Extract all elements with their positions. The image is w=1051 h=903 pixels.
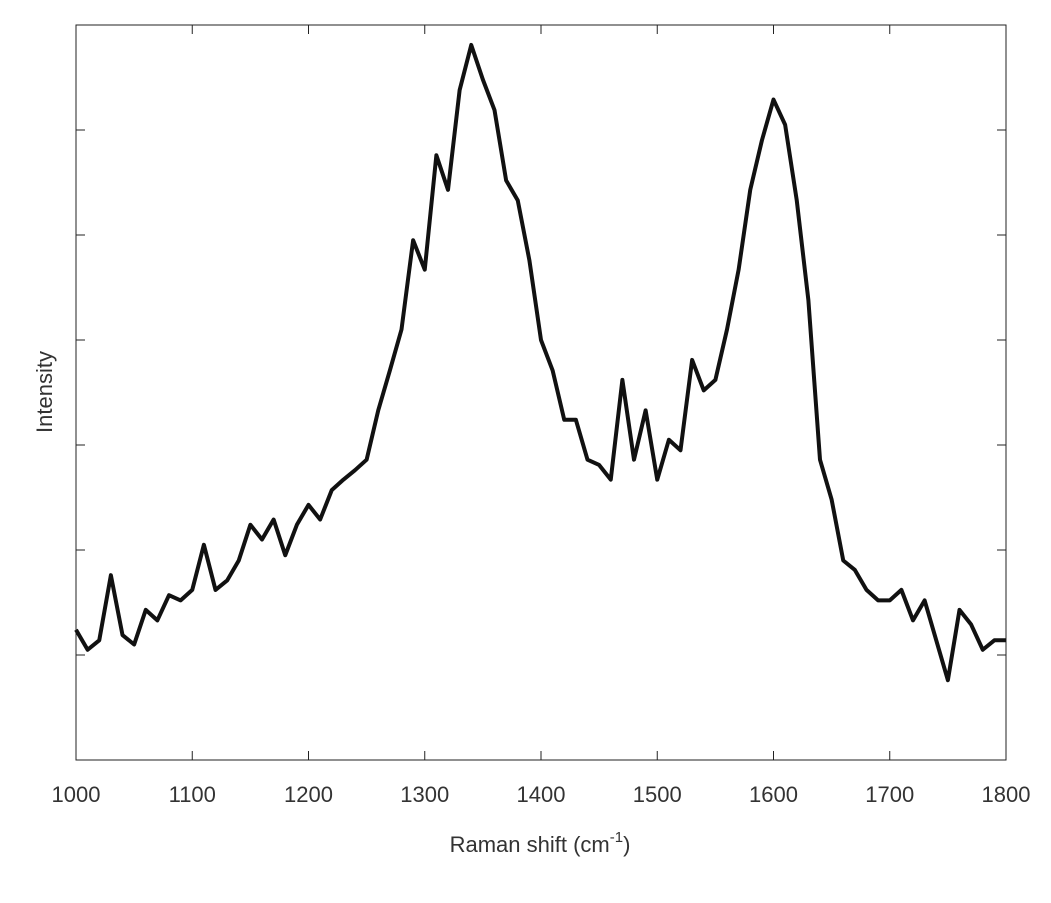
x-tick-label: 1200 — [284, 782, 333, 807]
x-tick-label: 1000 — [52, 782, 101, 807]
x-tick-label: 1800 — [982, 782, 1031, 807]
plot-frame — [75, 24, 1007, 761]
x-tick-label: 1500 — [633, 782, 682, 807]
spectrum-line — [74, 42, 1006, 683]
x-label-text: Raman shift (cm — [450, 832, 610, 857]
x-tick-label: 1700 — [865, 782, 914, 807]
y-axis-label: Intensity — [32, 351, 57, 433]
x-label-superscript: -1 — [610, 829, 623, 846]
x-tick-label: 1300 — [400, 782, 449, 807]
x-label-suffix: ) — [623, 832, 630, 857]
x-tick-label: 1600 — [749, 782, 798, 807]
x-axis-label: Raman shift (cm-1) — [450, 829, 631, 857]
x-tick-label: 1400 — [517, 782, 566, 807]
x-tick-label: 1100 — [169, 782, 216, 807]
